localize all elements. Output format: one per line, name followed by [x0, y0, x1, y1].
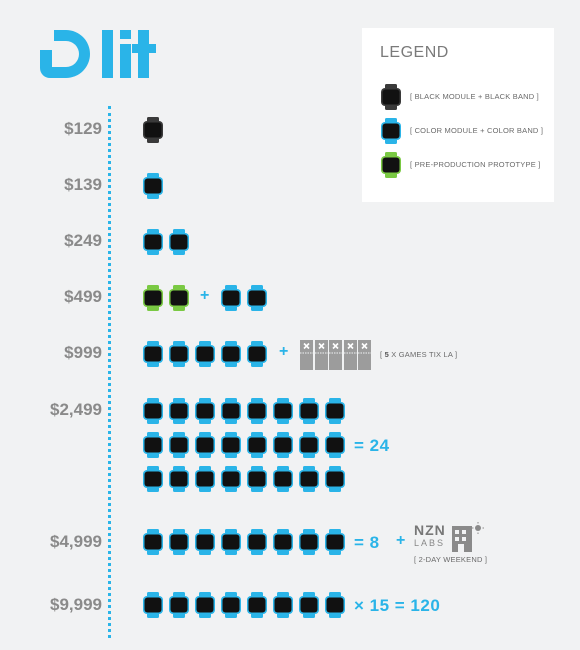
color-watch-icon	[299, 398, 319, 424]
color-watch-icon	[325, 432, 345, 458]
color-watch-icon	[273, 398, 293, 424]
price-249: $249	[64, 231, 102, 250]
color-watch-icon	[273, 432, 293, 458]
color-watch-icon	[325, 398, 345, 424]
color-watch-icon	[195, 529, 215, 555]
price-129: $129	[64, 119, 102, 138]
price-9999: $9,999	[50, 595, 102, 614]
color-watch-icon	[143, 173, 163, 199]
color-watch-icon	[221, 285, 241, 311]
color-watch-icon	[247, 398, 267, 424]
price-2499: $2,499	[50, 400, 102, 419]
ticket-icon	[300, 340, 313, 370]
total-9999: × 15 = 120	[354, 596, 441, 615]
color-watch-icon	[143, 466, 163, 492]
color-watch-icon	[143, 432, 163, 458]
color-watch-icon	[273, 466, 293, 492]
color-watch-icon	[195, 432, 215, 458]
color-watch-icon	[169, 432, 189, 458]
color-watch-icon	[325, 466, 345, 492]
prototype-watch-icon	[143, 285, 163, 311]
prototype-watch-icon	[381, 152, 401, 178]
legend-item-color: [ COLOR MODULE + COLOR BAND ]	[380, 118, 550, 146]
legend-item-proto: [ PRE-PRODUCTION PROTOTYPE ]	[380, 152, 550, 180]
color-watch-icon	[221, 592, 241, 618]
color-watch-icon	[247, 529, 267, 555]
color-watch-icon	[273, 529, 293, 555]
total-4999: = 8	[354, 533, 380, 552]
color-watch-icon	[169, 529, 189, 555]
color-watch-icon	[299, 529, 319, 555]
color-watch-icon	[169, 341, 189, 367]
tickets-note: [ 5 X GAMES TIX LA ]	[380, 350, 458, 359]
color-watch-icon	[195, 341, 215, 367]
legend-box: LEGEND [ BLACK MODULE + BLACK BAND ] [ C…	[362, 28, 554, 202]
price-139: $139	[64, 175, 102, 194]
color-watch-icon	[143, 341, 163, 367]
color-watch-icon	[299, 432, 319, 458]
black-watch-icon	[143, 117, 163, 143]
nzn-labs-logo: NZN LABS	[414, 522, 484, 552]
color-watch-icon	[247, 341, 267, 367]
color-watch-icon	[273, 592, 293, 618]
plus-sign: +	[279, 343, 289, 360]
color-watch-icon	[143, 529, 163, 555]
color-watch-icon	[221, 529, 241, 555]
color-watch-icon	[221, 341, 241, 367]
building-icon	[452, 522, 484, 552]
color-watch-icon	[195, 592, 215, 618]
timeline-divider	[108, 106, 111, 638]
color-watch-icon	[381, 118, 401, 144]
color-watch-icon	[247, 592, 267, 618]
plus-sign: +	[396, 532, 406, 549]
color-watch-icon	[299, 466, 319, 492]
color-watch-icon	[221, 466, 241, 492]
color-watch-icon	[325, 592, 345, 618]
color-watch-icon	[247, 466, 267, 492]
color-watch-icon	[299, 592, 319, 618]
legend-title: LEGEND	[380, 44, 449, 61]
lit-logo	[40, 30, 156, 78]
color-watch-icon	[247, 285, 267, 311]
price-499: $499	[64, 287, 102, 306]
price-4999: $4,999	[50, 532, 102, 551]
legend-label-color: [ COLOR MODULE + COLOR BAND ]	[410, 126, 544, 135]
color-watch-icon	[169, 466, 189, 492]
color-watch-icon	[325, 529, 345, 555]
ticket-icon	[358, 340, 371, 370]
total-2499: = 24	[354, 436, 390, 455]
color-watch-icon	[195, 466, 215, 492]
legend-label-black: [ BLACK MODULE + BLACK BAND ]	[410, 92, 539, 101]
legend-item-black: [ BLACK MODULE + BLACK BAND ]	[380, 84, 550, 112]
prototype-watch-icon	[169, 285, 189, 311]
partner-name-top: NZN	[414, 522, 446, 538]
color-watch-icon	[143, 592, 163, 618]
price-999: $999	[64, 343, 102, 362]
color-watch-icon	[143, 229, 163, 255]
weekend-note: [ 2-DAY WEEKEND ]	[414, 555, 488, 564]
ticket-icon	[314, 340, 328, 370]
color-watch-icon	[169, 592, 189, 618]
color-watch-icon	[143, 398, 163, 424]
ticket-icon	[329, 340, 342, 370]
color-watch-icon	[221, 432, 241, 458]
plus-sign: +	[200, 287, 210, 304]
color-watch-icon	[195, 398, 215, 424]
ticket-icon	[343, 340, 357, 370]
color-watch-icon	[247, 432, 267, 458]
black-watch-icon	[381, 84, 401, 110]
color-watch-icon	[169, 229, 189, 255]
partner-name-bottom: LABS	[414, 538, 446, 548]
color-watch-icon	[169, 398, 189, 424]
color-watch-icon	[221, 398, 241, 424]
games-tickets	[300, 340, 372, 370]
legend-label-proto: [ PRE-PRODUCTION PROTOTYPE ]	[410, 160, 541, 169]
